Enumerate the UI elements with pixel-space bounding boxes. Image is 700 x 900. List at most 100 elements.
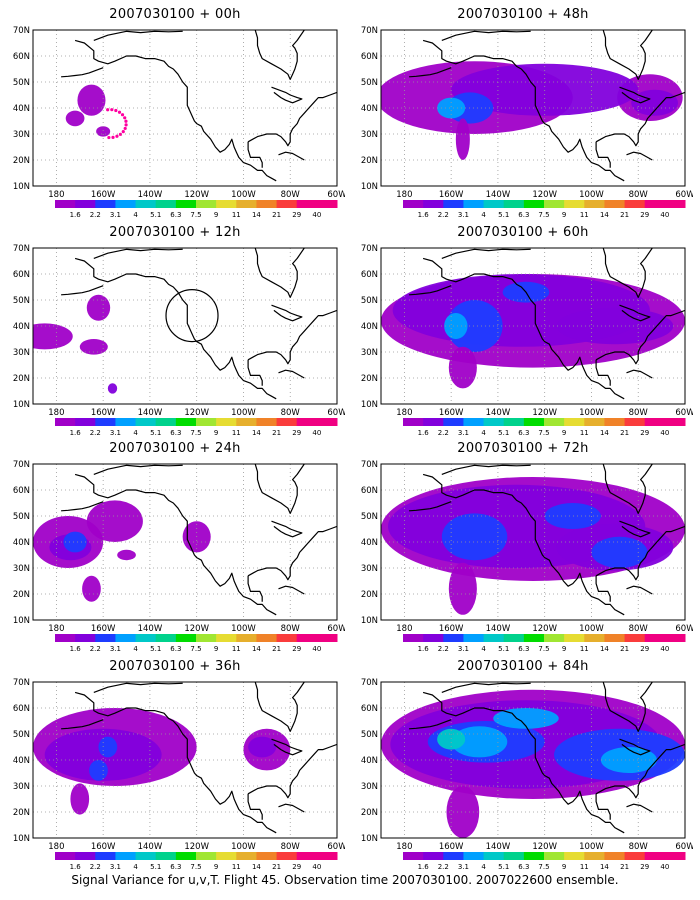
colorbar-swatch	[624, 418, 646, 426]
colorbar-label: 3.1	[458, 863, 469, 870]
colorbar-swatch	[584, 634, 605, 642]
colorbar-swatch	[175, 200, 197, 208]
lat-label: 40N	[361, 538, 378, 548]
colorbar-label: 14	[600, 429, 609, 436]
lon-label: 140W	[138, 624, 163, 634]
colorbar-swatch	[584, 418, 605, 426]
variance-contour	[437, 97, 466, 119]
colorbar-swatch	[483, 418, 505, 426]
colorbar-label: 21	[620, 211, 629, 218]
colorbar-label: 6.3	[170, 429, 181, 436]
colorbar-swatch	[296, 852, 318, 860]
colorbar-label: 7.5	[538, 863, 549, 870]
colorbar-label: 5.1	[150, 863, 161, 870]
colorbar-label: 7.5	[538, 211, 549, 218]
lat-label: 70N	[13, 26, 30, 36]
colorbar-label: 11	[232, 645, 241, 652]
map-frame	[380, 247, 686, 405]
colorbar-label: 9	[562, 429, 566, 436]
lon-label: 140W	[486, 842, 511, 852]
colorbar-swatch	[544, 852, 565, 860]
colorbar-swatch	[443, 852, 464, 860]
colorbar-label: 1.6	[418, 645, 430, 652]
lon-label: 160W	[439, 190, 464, 200]
colorbar-label: 40	[660, 645, 669, 652]
lon-label: 120W	[532, 842, 557, 852]
colorbar-label: 2.2	[438, 863, 449, 870]
lon-label: 180	[396, 842, 412, 852]
track-point	[114, 108, 118, 113]
lon-label: 60W	[327, 408, 345, 418]
colorbar-label: 5.1	[498, 211, 509, 218]
colorbar-label: 29	[640, 429, 649, 436]
colorbar-swatch	[236, 200, 257, 208]
colorbar-label: 2.2	[438, 645, 449, 652]
grid	[33, 682, 337, 838]
lat-label: 50N	[13, 78, 30, 88]
colorbar-label: 14	[600, 211, 609, 218]
colorbar-swatch	[256, 634, 278, 642]
colorbar-label: 40	[312, 211, 321, 218]
colorbar-label: 5.1	[150, 429, 161, 436]
colorbar-swatch	[644, 200, 666, 208]
colorbar-swatch	[624, 852, 646, 860]
lat-label: 70N	[361, 678, 378, 688]
lat-label: 50N	[13, 296, 30, 306]
lon-label: 140W	[138, 408, 163, 418]
colorbar-swatch	[624, 200, 646, 208]
colorbar-label: 5.1	[498, 645, 509, 652]
variance-field	[33, 500, 211, 602]
colorbar-swatch	[276, 200, 298, 208]
panel-72h: 2007030100 + 72h 70N 60N 50N 40N 30N 20N 10N 18…	[353, 434, 693, 652]
colorbar-swatch	[196, 852, 217, 860]
variance-contour	[117, 549, 136, 561]
colorbar-swatch	[216, 852, 237, 860]
map-frame	[380, 29, 686, 187]
colorbar-label: 6.3	[170, 211, 181, 218]
variance-field	[381, 689, 685, 838]
colorbar-swatch	[196, 634, 217, 642]
colorbar-swatch	[55, 852, 76, 860]
variance-contour	[446, 786, 480, 838]
colorbar-swatch	[216, 418, 237, 426]
coastline	[61, 464, 337, 616]
colorbar-label: 4	[481, 863, 486, 870]
colorbar-label: 7.5	[538, 429, 549, 436]
colorbar-swatch	[644, 852, 666, 860]
colorbar-label: 9	[214, 211, 218, 218]
colorbar-label: 6.3	[518, 211, 529, 218]
colorbar-swatch	[115, 418, 137, 426]
lat-label: 40N	[13, 322, 30, 332]
colorbar-swatch	[115, 634, 137, 642]
lon-label: 120W	[184, 408, 209, 418]
colorbar-swatch	[216, 200, 237, 208]
colorbar-swatch	[75, 634, 96, 642]
panel-title: 2007030100 + 72h	[457, 441, 589, 456]
colorbar-swatch	[564, 200, 585, 208]
track-point	[118, 132, 123, 136]
lon-label: 60W	[675, 624, 693, 634]
colorbar-label: 1.6	[70, 645, 82, 652]
lat-label: 30N	[13, 564, 30, 574]
variance-contour	[82, 575, 101, 602]
lon-label: 80W	[629, 408, 649, 418]
lat-label: 40N	[13, 756, 30, 766]
map-frame	[380, 463, 686, 621]
map-12h: 70N 60N 50N 40N 30N 20N 10N 180 160W 140W 120W 100W…	[13, 244, 345, 436]
lon-label: 180	[48, 190, 64, 200]
colorbar-label: 21	[272, 645, 281, 652]
colorbar-swatch	[175, 418, 197, 426]
colorbar-label: 5.1	[150, 211, 161, 218]
lat-label: 50N	[361, 512, 378, 522]
colorbar-label: 29	[640, 863, 649, 870]
lat-label: 70N	[361, 26, 378, 36]
colorbar-swatch	[423, 418, 444, 426]
lat-label: 70N	[13, 460, 30, 470]
lon-label: 160W	[439, 842, 464, 852]
grid	[381, 682, 685, 838]
variance-contour	[70, 783, 90, 815]
colorbar-swatch	[423, 200, 444, 208]
grid	[381, 248, 685, 404]
variance-contour	[79, 339, 108, 355]
coastline	[61, 30, 337, 182]
